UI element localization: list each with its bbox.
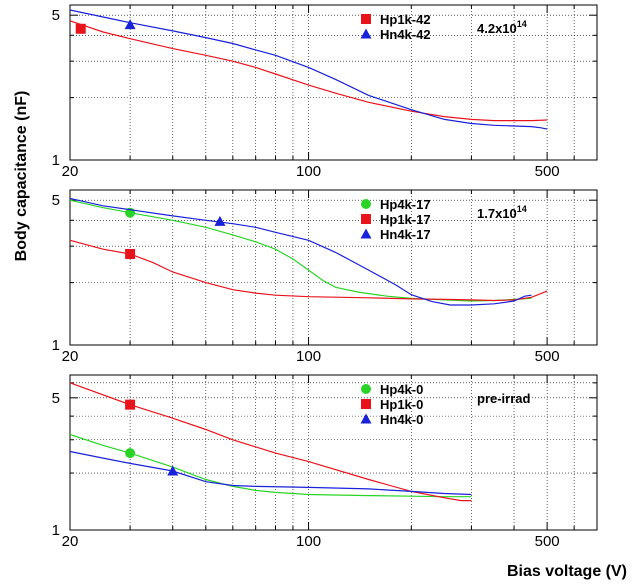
legend-marker-Hp4k-17 — [361, 199, 371, 209]
data-marker-Hn4k-42 — [124, 19, 136, 30]
x-tick-label: 20 — [62, 533, 79, 550]
x-tick-label: 20 — [62, 163, 79, 180]
series-line-Hn4k-0 — [69, 450, 472, 496]
series-line-Hp4k-17 — [69, 199, 532, 302]
plot-frame — [69, 4, 598, 161]
x-tick-label: 500 — [535, 163, 560, 180]
y-tick-label: 1 — [52, 152, 60, 169]
panel-annotation: pre-irrad — [477, 391, 531, 406]
series-line-Hn4k-42 — [69, 9, 548, 130]
data-marker-Hp1k-42 — [75, 23, 86, 34]
data-marker-Hn4k-17 — [214, 215, 226, 226]
x-tick-label: 100 — [296, 348, 321, 365]
annotation-exponent: 14 — [517, 19, 527, 29]
series-line-Hn4k-17 — [69, 197, 532, 306]
annotation-exponent: 14 — [517, 204, 527, 214]
data-marker-Hp1k-17 — [125, 248, 136, 259]
legend-marker-Hp1k-42 — [361, 14, 371, 24]
series-line-Hp1k-17 — [69, 239, 548, 302]
data-marker-Hp4k-0 — [125, 448, 136, 459]
y-axis-label: Body capacitance (nF) — [13, 91, 30, 262]
x-tick-label: 20 — [62, 348, 79, 365]
panel-annotation: 1.7x1014 — [477, 204, 527, 221]
legend-label-Hn4k-42: Hn4k-42 — [380, 27, 431, 42]
y-tick-label: 1 — [52, 522, 60, 539]
panel-annotation: 4.2x1014 — [477, 19, 527, 36]
y-tick-label: 1 — [52, 337, 60, 354]
plot-frame — [69, 189, 598, 346]
legend-marker-Hn4k-0 — [360, 413, 372, 424]
series-line-Hp1k-0 — [69, 382, 472, 502]
data-marker-Hp1k-0 — [125, 399, 136, 410]
legend-label-Hp4k-0: Hp4k-0 — [380, 382, 423, 397]
x-tick-label: 100 — [296, 533, 321, 550]
x-axis-label: Bias voltage (V) — [507, 563, 627, 580]
legend-marker-Hp1k-0 — [361, 399, 371, 409]
legend-label-Hn4k-0: Hn4k-0 — [380, 412, 423, 427]
legend-label-Hp4k-17: Hp4k-17 — [380, 197, 431, 212]
legend-label-Hp1k-42: Hp1k-42 — [380, 12, 431, 27]
y-tick-label: 5 — [52, 7, 60, 24]
legend-label-Hn4k-17: Hn4k-17 — [380, 227, 431, 242]
x-tick-label: 100 — [296, 163, 321, 180]
legend-marker-Hn4k-42 — [360, 28, 372, 39]
legend-label-Hp1k-0: Hp1k-0 — [380, 397, 423, 412]
y-tick-label: 5 — [52, 390, 60, 407]
data-marker-Hn4k-0 — [167, 465, 179, 476]
legend-label-Hp1k-17: Hp1k-17 — [380, 212, 431, 227]
series-line-Hp1k-42 — [69, 20, 548, 122]
legend-marker-Hn4k-17 — [360, 228, 372, 239]
y-tick-label: 5 — [52, 192, 60, 209]
legend-marker-Hp4k-0 — [361, 384, 371, 394]
plot-frame — [69, 374, 598, 531]
x-tick-label: 500 — [535, 533, 560, 550]
x-tick-label: 500 — [535, 348, 560, 365]
legend-marker-Hp1k-17 — [361, 214, 371, 224]
